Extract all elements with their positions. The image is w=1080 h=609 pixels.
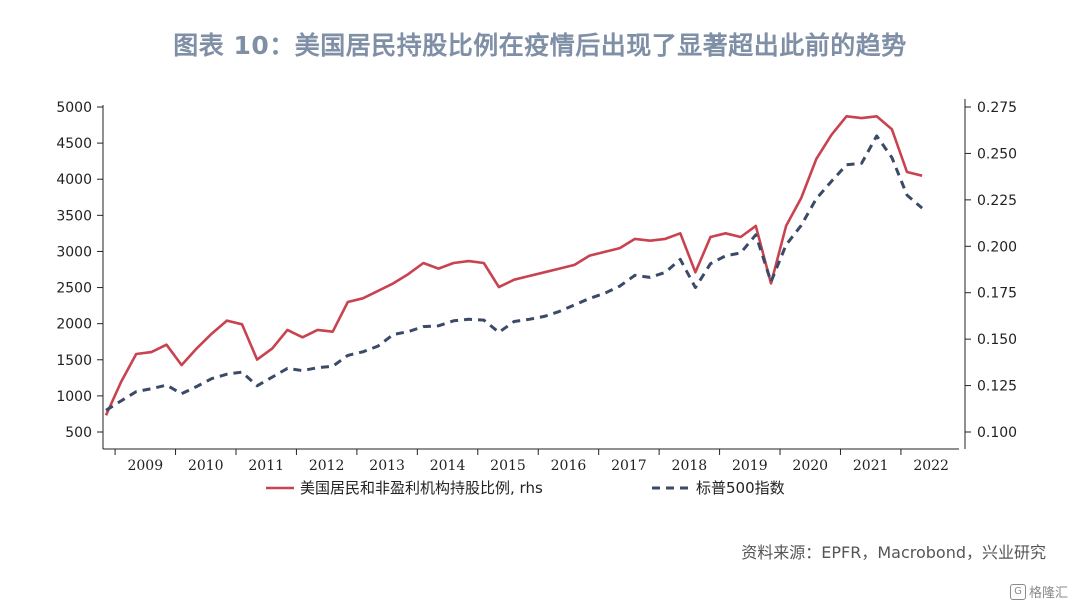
right-tick-label: 0.175 (977, 286, 1017, 302)
x-tick-label: 2019 (732, 458, 768, 474)
sp500-series-line (105, 134, 924, 412)
series-layer (104, 115, 924, 416)
left-tick-label: 3500 (56, 208, 92, 224)
left-tick-label: 3000 (56, 244, 92, 260)
right-tick-label: 0.125 (977, 379, 1017, 395)
right-tick-label: 0.200 (977, 239, 1017, 255)
watermark-logo-icon: G (1009, 583, 1026, 600)
x-axis: 2009 2010 2011 2012 2013 2014 2015 2016 2017 2018… (103, 448, 959, 474)
left-tick-label: 500 (65, 425, 92, 441)
x-tick-label: 2010 (188, 458, 224, 474)
watermark: G 格隆汇 (1009, 582, 1068, 601)
x-tick-label: 2013 (369, 458, 405, 474)
left-tick-label: 2500 (56, 281, 92, 297)
left-tick-label: 1000 (56, 389, 92, 405)
x-tick-label: 2014 (430, 458, 466, 474)
left-tick-label: 2000 (56, 317, 92, 333)
left-y-axis: 500 1000 1500 2000 2500 3000 3500 4000 4500 5000 (56, 100, 104, 449)
household-ratio-series-line (104, 115, 923, 416)
left-tick-label: 4000 (56, 172, 92, 188)
x-tick-label: 2016 (551, 458, 587, 474)
x-tick-label: 2015 (490, 458, 526, 474)
legend-label-sp500: 标普500指数 (696, 479, 785, 497)
chart-title: 图表 10：美国居民持股比例在疫情后出现了显著超出此前的趋势 (173, 31, 907, 60)
right-tick-label: 0.225 (977, 193, 1017, 209)
x-tick-label: 2012 (309, 458, 345, 474)
x-tick-label: 2011 (248, 458, 284, 474)
right-y-axis: 0.100 0.125 0.150 0.175 0.200 0.225 0.250 0.275 (964, 99, 1017, 449)
x-tick-label: 2017 (611, 458, 647, 474)
right-tick-label: 0.150 (977, 332, 1017, 348)
right-tick-label: 0.250 (977, 146, 1017, 162)
x-tick-label: 2022 (913, 458, 949, 474)
left-tick-label: 1500 (56, 353, 92, 369)
left-tick-label: 4500 (56, 136, 92, 152)
right-tick-label: 0.275 (977, 100, 1017, 116)
x-tick-label: 2020 (792, 458, 828, 474)
x-tick-label: 2018 (672, 458, 708, 474)
left-tick-label: 5000 (56, 100, 92, 116)
x-tick-label: 2009 (127, 458, 163, 474)
right-tick-label: 0.100 (977, 425, 1017, 441)
watermark-text: 格隆汇 (1028, 586, 1068, 601)
source-note: 资料来源：EPFR，Macrobond，兴业研究 (741, 543, 1046, 562)
x-tick-label: 2021 (853, 458, 889, 474)
legend-label-household-ratio: 美国居民和非盈利机构持股比例, rhs (300, 479, 543, 497)
legend: 美国居民和非盈利机构持股比例, rhs 标普500指数 (266, 479, 785, 497)
